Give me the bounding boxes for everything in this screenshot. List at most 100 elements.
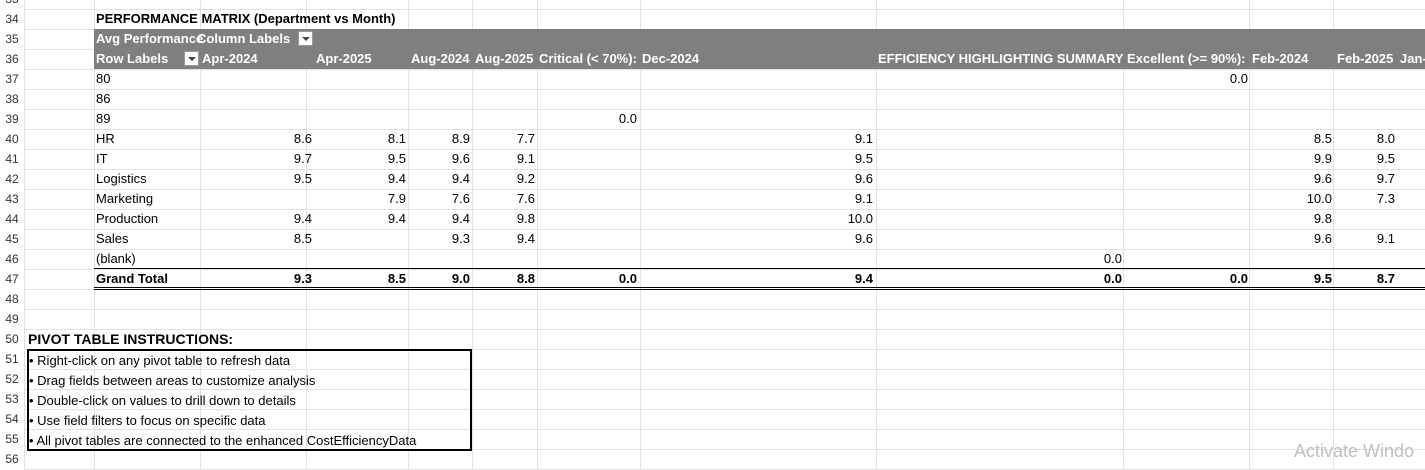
pivot-value-cell[interactable]: 9.4 <box>387 211 406 226</box>
row-number[interactable]: 49 <box>0 309 24 329</box>
pivot-value-cell[interactable]: 9.7 <box>293 151 312 166</box>
pivot-value-cell[interactable]: 9.6 <box>1313 171 1332 186</box>
grand-total-value[interactable]: 9.4 <box>854 271 873 286</box>
pivot-value-cell[interactable]: 9.1 <box>1376 231 1395 246</box>
pivot-value-cell[interactable]: 9.1 <box>516 151 535 166</box>
column-labels-caption[interactable]: Column Labels <box>197 31 291 46</box>
pivot-value-cell[interactable]: 8.0 <box>1376 131 1395 146</box>
pivot-column-header[interactable]: Aug-2025 <box>475 51 534 66</box>
pivot-row-label[interactable]: HR <box>96 131 115 146</box>
pivot-row-label[interactable]: Marketing <box>96 191 154 206</box>
pivot-value-cell[interactable]: 10.0 <box>1306 191 1332 206</box>
row-number[interactable]: 35 <box>0 29 24 49</box>
row-number[interactable]: 41 <box>0 149 24 169</box>
row-number[interactable]: 36 <box>0 49 24 69</box>
pivot-column-header[interactable]: Aug-2024 <box>411 51 470 66</box>
row-number[interactable]: 54 <box>0 409 24 429</box>
pivot-value-cell[interactable]: 9.4 <box>451 171 470 186</box>
grand-total-value[interactable]: 9.0 <box>451 271 470 286</box>
pivot-value-cell[interactable]: 9.4 <box>293 211 312 226</box>
pivot-value-cell[interactable]: 8.5 <box>293 231 312 246</box>
pivot-column-header[interactable]: Dec-2024 <box>642 51 700 66</box>
pivot-value-cell[interactable]: 9.5 <box>854 151 873 166</box>
pivot-value-cell[interactable]: 9.6 <box>854 171 873 186</box>
grand-total-label[interactable]: Grand Total <box>96 271 168 286</box>
pivot-row-label[interactable]: IT <box>96 151 108 166</box>
row-number[interactable]: 50 <box>0 329 24 349</box>
pivot-title[interactable]: PERFORMANCE MATRIX (Department vs Month) <box>96 11 396 26</box>
row-number[interactable]: 48 <box>0 289 24 309</box>
pivot-value-cell[interactable]: 8.6 <box>293 131 312 146</box>
pivot-row-label[interactable]: 80 <box>96 71 111 86</box>
pivot-value-cell[interactable]: 9.5 <box>387 151 406 166</box>
pivot-column-header[interactable]: Jan- <box>1400 51 1425 66</box>
row-number[interactable]: 37 <box>0 69 24 89</box>
instructions-title[interactable]: PIVOT TABLE INSTRUCTIONS: <box>28 331 234 347</box>
values-label[interactable]: Avg Performance <box>96 31 204 46</box>
pivot-value-cell[interactable]: 9.6 <box>451 151 470 166</box>
pivot-value-cell[interactable]: 9.6 <box>1313 231 1332 246</box>
pivot-value-cell[interactable]: 8.1 <box>387 131 406 146</box>
pivot-value-cell[interactable]: 9.6 <box>854 231 873 246</box>
row-number[interactable]: 45 <box>0 229 24 249</box>
row-number[interactable]: 55 <box>0 429 24 449</box>
grand-total-value[interactable]: 0.0 <box>1229 271 1248 286</box>
instruction-item[interactable]: • Double-click on values to drill down t… <box>29 393 296 408</box>
row-number[interactable]: 44 <box>0 209 24 229</box>
pivot-value-cell[interactable]: 8.9 <box>451 131 470 146</box>
pivot-value-cell[interactable]: 9.7 <box>1376 171 1395 186</box>
row-number[interactable]: 38 <box>0 89 24 109</box>
column-labels-filter-button[interactable] <box>298 31 313 46</box>
pivot-row-label[interactable]: Logistics <box>96 171 147 186</box>
pivot-value-cell[interactable]: 9.4 <box>516 231 535 246</box>
pivot-column-header[interactable]: Feb-2025 <box>1337 51 1394 66</box>
grand-total-value[interactable]: 9.3 <box>293 271 312 286</box>
pivot-value-cell[interactable]: 0.0 <box>618 111 637 126</box>
row-number[interactable]: 35 <box>0 0 24 9</box>
pivot-value-cell[interactable]: 9.8 <box>516 211 535 226</box>
pivot-column-header[interactable]: EFFICIENCY HIGHLIGHTING SUMMARY <box>878 51 1124 66</box>
pivot-column-header[interactable]: Feb-2024 <box>1252 51 1309 66</box>
pivot-value-cell[interactable]: 9.2 <box>516 171 535 186</box>
row-number[interactable]: 42 <box>0 169 24 189</box>
pivot-value-cell[interactable]: 9.9 <box>1313 151 1332 166</box>
row-labels-filter-button[interactable] <box>184 51 199 66</box>
pivot-value-cell[interactable]: 9.1 <box>854 191 873 206</box>
instruction-item[interactable]: • Drag fields between areas to customize… <box>29 373 316 388</box>
pivot-value-cell[interactable]: 7.6 <box>516 191 535 206</box>
instruction-item[interactable]: • All pivot tables are connected to the … <box>29 433 417 448</box>
pivot-row-label[interactable]: Production <box>96 211 159 226</box>
pivot-value-cell[interactable]: 9.8 <box>1313 211 1332 226</box>
pivot-value-cell[interactable]: 0.0 <box>1229 71 1248 86</box>
row-number[interactable]: 52 <box>0 369 24 389</box>
pivot-value-cell[interactable]: 9.4 <box>387 171 406 186</box>
pivot-column-header[interactable]: Excellent (>= 90%): <box>1127 51 1246 66</box>
pivot-value-cell[interactable]: 7.9 <box>387 191 406 206</box>
pivot-value-cell[interactable]: 9.4 <box>451 211 470 226</box>
instruction-item[interactable]: • Right-click on any pivot table to refr… <box>29 353 291 368</box>
pivot-value-cell[interactable]: 8.5 <box>1313 131 1332 146</box>
pivot-value-cell[interactable]: 10.0 <box>847 211 873 226</box>
row-number[interactable]: 43 <box>0 189 24 209</box>
pivot-column-header[interactable]: Apr-2024 <box>202 51 258 66</box>
row-number[interactable]: 53 <box>0 389 24 409</box>
row-number[interactable]: 47 <box>0 269 24 289</box>
grand-total-value[interactable]: 8.5 <box>387 271 406 286</box>
pivot-value-cell[interactable]: 7.6 <box>451 191 470 206</box>
pivot-value-cell[interactable]: 9.5 <box>1376 151 1395 166</box>
pivot-row-label[interactable]: (blank) <box>96 251 136 266</box>
row-number[interactable]: 40 <box>0 129 24 149</box>
pivot-column-header[interactable]: Apr-2025 <box>316 51 372 66</box>
pivot-row-label[interactable]: Sales <box>96 231 129 246</box>
grand-total-value[interactable]: 0.0 <box>618 271 637 286</box>
row-number[interactable]: 39 <box>0 109 24 129</box>
instruction-item[interactable]: • Use field filters to focus on specific… <box>29 413 266 428</box>
pivot-value-cell[interactable]: 9.1 <box>854 131 873 146</box>
pivot-value-cell[interactable]: 7.3 <box>1376 191 1395 206</box>
pivot-column-header[interactable]: Critical (< 70%): <box>539 51 637 66</box>
grand-total-value[interactable]: 8.7 <box>1376 271 1395 286</box>
pivot-value-cell[interactable]: 7.7 <box>516 131 535 146</box>
pivot-row-label[interactable]: 89 <box>96 111 111 126</box>
row-number[interactable]: 51 <box>0 349 24 369</box>
